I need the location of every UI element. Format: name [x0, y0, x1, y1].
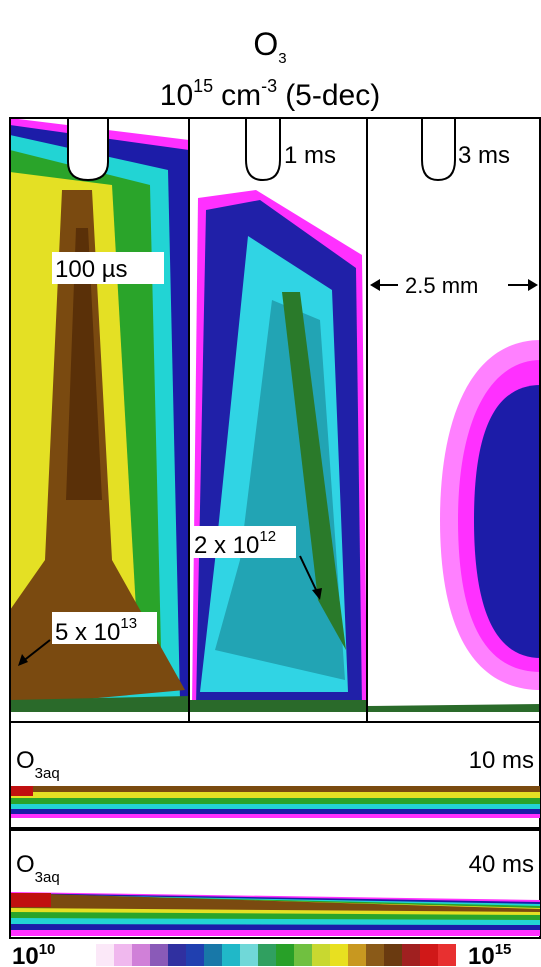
panel-label: 3 ms — [458, 142, 510, 169]
panel-liquid-1: O3aq 10 ms — [10, 722, 540, 828]
time-label: 40 ms — [469, 851, 534, 878]
text-part: (5-dec) — [285, 79, 380, 112]
text-part: 12 — [259, 528, 276, 545]
text-part: 3aq — [35, 869, 60, 886]
panel-plasma-3: 3 ms 2.5 mm — [367, 118, 541, 712]
text-part: O — [16, 851, 35, 878]
text-part: 10 — [12, 943, 39, 967]
panel-label: 1 ms — [284, 142, 336, 169]
text-part: 10 — [160, 79, 193, 112]
colorbar-min: 1010 — [12, 941, 55, 967]
text-part: O — [253, 26, 278, 62]
scale-label: 2.5 mm — [405, 273, 478, 298]
figure: O3 1015cm-3(5-dec) 100 µs 5 x 1013 1 ms … — [0, 0, 541, 967]
text-part: O — [16, 747, 35, 774]
time-label: 10 ms — [469, 747, 534, 774]
text-part: 10 — [39, 941, 56, 958]
text-part: 5 x 10 — [55, 619, 120, 646]
text-part: 2 x 10 — [194, 532, 259, 559]
text-part: -3 — [261, 76, 277, 96]
text-part: cm — [221, 79, 261, 112]
text-part: 15 — [193, 76, 213, 96]
panel-label: 100 µs — [55, 256, 128, 283]
text-part: 3aq — [35, 765, 60, 782]
text-part: 15 — [495, 941, 512, 958]
panel-plasma-2: 1 ms 2 x 1012 — [189, 118, 367, 712]
text-part: 10 — [468, 943, 495, 967]
subtitle: 1015 cm-3 (5-dec) — [160, 76, 380, 112]
colorbar: 1010 1015 — [12, 941, 511, 967]
colorbar-max: 1015 — [468, 941, 511, 967]
text-part: 3 — [278, 50, 286, 67]
text-part: 13 — [120, 615, 137, 632]
panel-plasma-1: 100 µs 5 x 1013 — [10, 118, 189, 712]
panel-liquid-2: O3aq 40 ms — [10, 830, 540, 938]
title: O3 — [253, 26, 286, 67]
